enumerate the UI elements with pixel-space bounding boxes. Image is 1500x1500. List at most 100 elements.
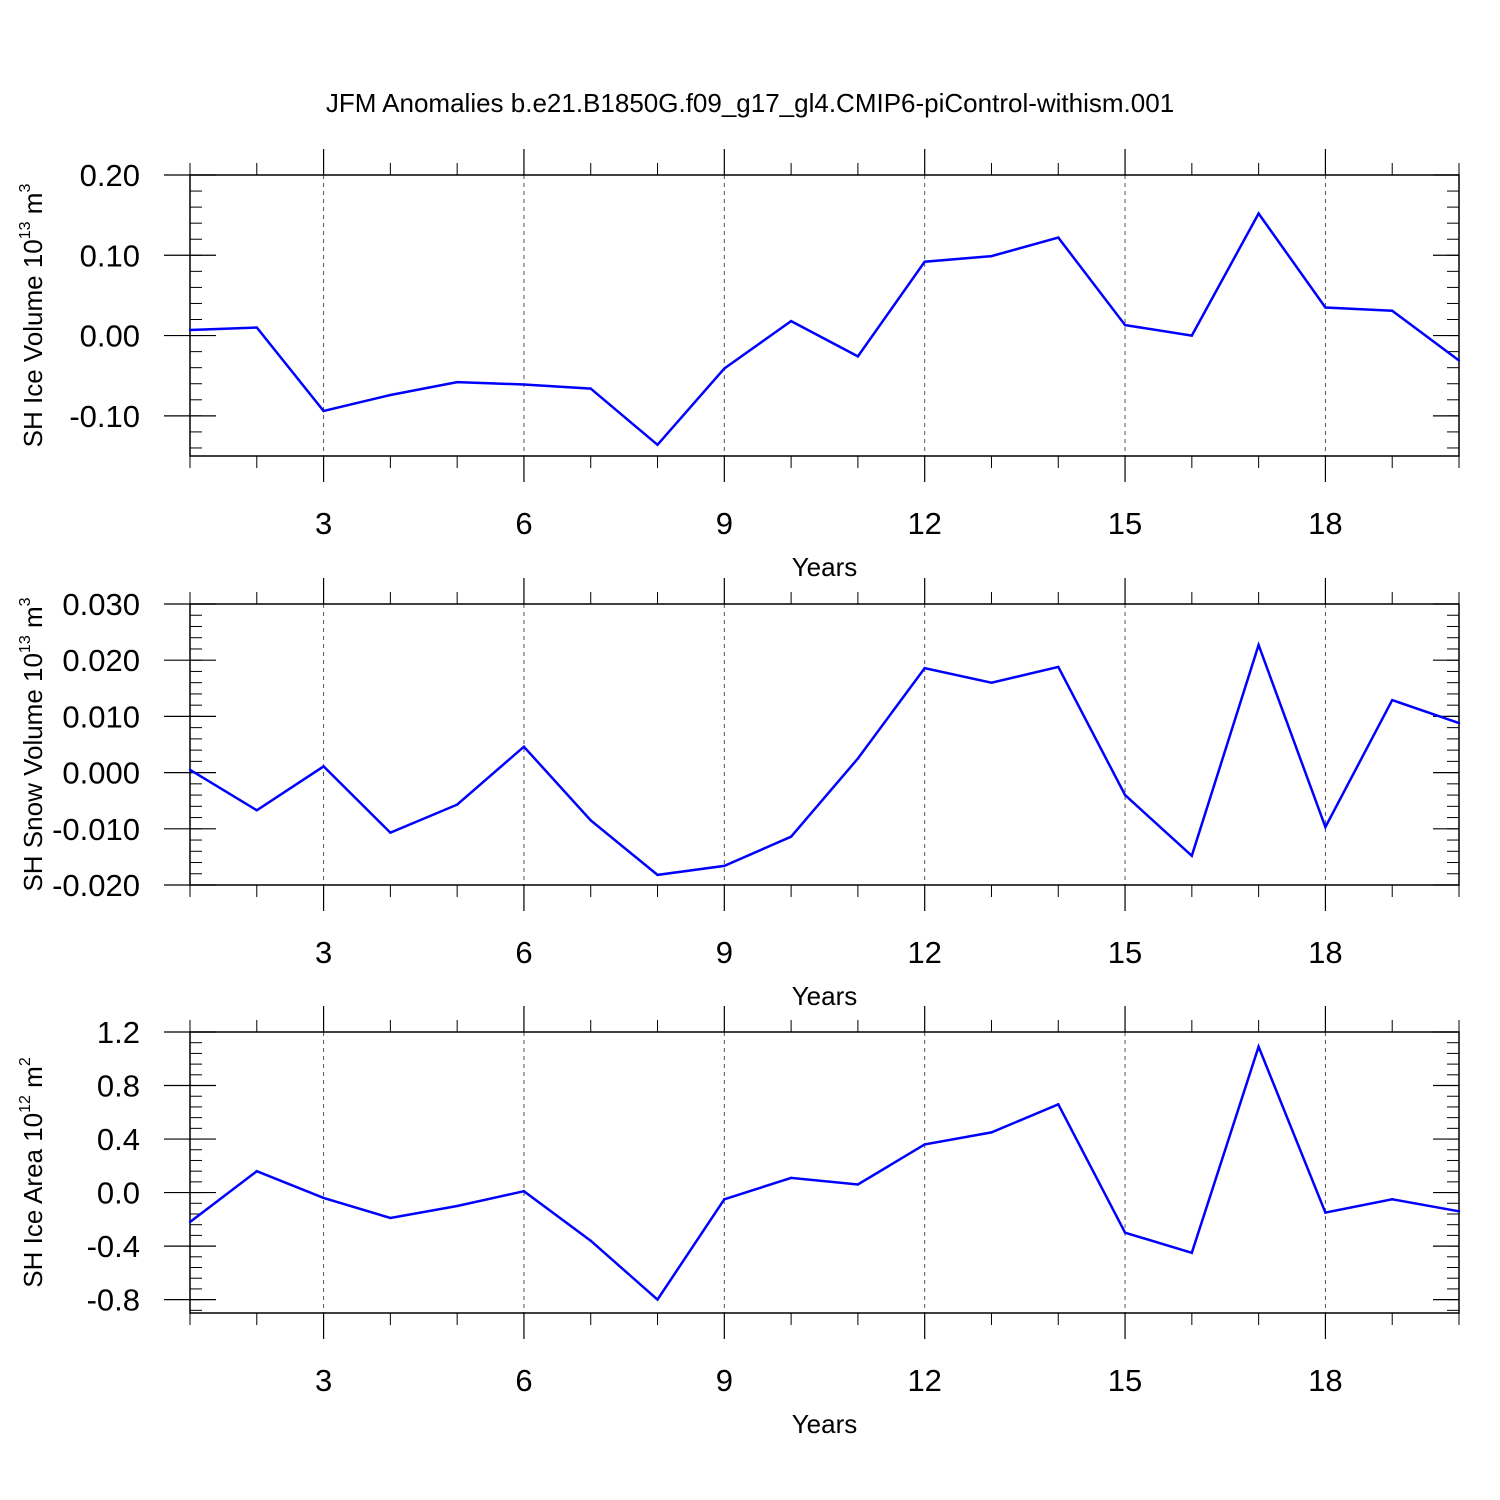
data-point xyxy=(990,681,993,684)
plot-frame xyxy=(189,174,1460,457)
sh-snow-volume-panel: 3 6 9 12 15 18 -0.020 -0.010 0.000 0.010 0.020 0.03… xyxy=(17,578,1461,1011)
y-axis-label-unit: m xyxy=(18,193,48,222)
data-point xyxy=(322,765,325,768)
data-point xyxy=(1190,1251,1194,1254)
data-point xyxy=(856,1183,860,1186)
data-point xyxy=(522,383,526,386)
y-axis-label-text: SH Ice Volume 10 xyxy=(18,239,48,447)
data-point xyxy=(455,1204,459,1208)
x-tick-label: 3 xyxy=(315,1363,332,1398)
y-axis-label-text: SH Ice Area 10 xyxy=(18,1113,48,1288)
y-axis-label-exponent: 13 xyxy=(17,221,34,239)
data-point xyxy=(723,864,726,868)
y-tick-label: 0.8 xyxy=(97,1069,140,1104)
y-tick-label: -0.010 xyxy=(52,812,140,847)
data-point xyxy=(856,757,860,760)
y-axis-label: SH Ice Area 1012 m2 xyxy=(17,1057,48,1288)
y-tick-label: 0.020 xyxy=(62,643,140,678)
data-point xyxy=(255,326,258,329)
series-line xyxy=(189,641,1460,877)
x-tick-label: 6 xyxy=(515,935,532,970)
data-point xyxy=(656,873,659,877)
data-point xyxy=(923,260,926,263)
data-point xyxy=(789,835,793,838)
x-tick-label: 3 xyxy=(315,506,332,541)
data-point xyxy=(656,443,659,446)
data-point xyxy=(1057,1103,1060,1106)
x-tick-label: 9 xyxy=(716,935,733,970)
plot-frame xyxy=(189,603,1460,886)
y-axis-label-unit: m xyxy=(18,1066,48,1095)
data-point xyxy=(1457,1210,1461,1213)
data-point xyxy=(1457,359,1461,362)
x-tick-label: 9 xyxy=(716,506,733,541)
x-tick-label: 9 xyxy=(716,1363,733,1398)
figure-title: JFM Anomalies b.e21.B1850G.f09_g17_gl4.C… xyxy=(326,88,1174,118)
data-point xyxy=(789,319,793,323)
data-point xyxy=(723,367,726,370)
data-point xyxy=(389,393,392,397)
x-axis-label: Years xyxy=(792,981,858,1011)
panels: 3 6 9 12 15 18 -0.10 0.00 0.10 0.20 Years SH Ice Vo… xyxy=(17,149,1461,1439)
y-tick-label: 0.000 xyxy=(62,756,140,791)
x-tick-label: 15 xyxy=(1108,935,1142,970)
data-point xyxy=(522,1190,526,1193)
data-point xyxy=(589,387,592,390)
data-point xyxy=(455,380,459,384)
data-point xyxy=(990,254,993,258)
y-axis-label-unit: m xyxy=(18,606,48,635)
data-point xyxy=(1324,825,1327,829)
x-tick-label: 18 xyxy=(1308,506,1342,541)
x-tick-label: 12 xyxy=(907,1363,941,1398)
data-point xyxy=(589,1239,592,1242)
data-point xyxy=(255,1169,258,1173)
x-tick-label: 18 xyxy=(1308,935,1342,970)
series-line xyxy=(189,211,1460,447)
series-line xyxy=(189,1043,1460,1302)
data-point xyxy=(990,1131,993,1134)
data-point xyxy=(522,745,526,748)
y-tick-label: 0.010 xyxy=(62,699,140,734)
y-axis-label: SH Snow Volume 1013 m3 xyxy=(17,597,48,891)
data-point xyxy=(1190,854,1194,857)
x-tick-label: 15 xyxy=(1108,506,1142,541)
data-point xyxy=(1257,212,1260,215)
sh-ice-volume-panel: 3 6 9 12 15 18 -0.10 0.00 0.10 0.20 Years SH Ice Vo… xyxy=(17,149,1461,582)
data-point xyxy=(1391,309,1394,312)
data-point xyxy=(1123,323,1127,327)
y-axis-label-exponent: 12 xyxy=(17,1095,34,1113)
data-point xyxy=(188,328,192,332)
data-point xyxy=(656,1298,659,1301)
x-tick-label: 12 xyxy=(907,935,941,970)
data-point xyxy=(1391,698,1394,702)
y-tick-label: -0.020 xyxy=(52,868,140,903)
data-point xyxy=(1257,1045,1260,1048)
data-point xyxy=(255,809,258,812)
data-point xyxy=(1057,236,1060,239)
y-tick-label: -0.10 xyxy=(69,399,140,434)
x-tick-label: 3 xyxy=(315,935,332,970)
data-point xyxy=(589,819,592,822)
y-axis-label: SH Ice Volume 1013 m3 xyxy=(17,184,48,448)
y-tick-label: -0.4 xyxy=(87,1229,140,1264)
data-point xyxy=(1190,334,1194,337)
data-point xyxy=(1257,643,1260,647)
data-point xyxy=(1057,665,1060,669)
data-point xyxy=(188,768,192,771)
data-point xyxy=(1324,1211,1327,1214)
data-point xyxy=(455,803,459,806)
x-tick-label: 12 xyxy=(907,506,941,541)
data-point xyxy=(188,1220,192,1224)
data-point xyxy=(389,831,392,834)
data-point xyxy=(923,666,926,670)
y-tick-label: -0.8 xyxy=(87,1283,140,1318)
y-tick-label: 0.00 xyxy=(80,319,140,354)
y-tick-label: 0.0 xyxy=(97,1176,140,1211)
sh-ice-area-panel: 3 6 9 12 15 18 -0.8 -0.4 0.0 0.4 0.8 1.2 Years SH Ice… xyxy=(17,1006,1461,1439)
data-point xyxy=(1123,793,1127,797)
data-point xyxy=(1324,306,1327,309)
x-tick-label: 6 xyxy=(515,506,532,541)
data-point xyxy=(856,355,860,358)
x-tick-label: 18 xyxy=(1308,1363,1342,1398)
